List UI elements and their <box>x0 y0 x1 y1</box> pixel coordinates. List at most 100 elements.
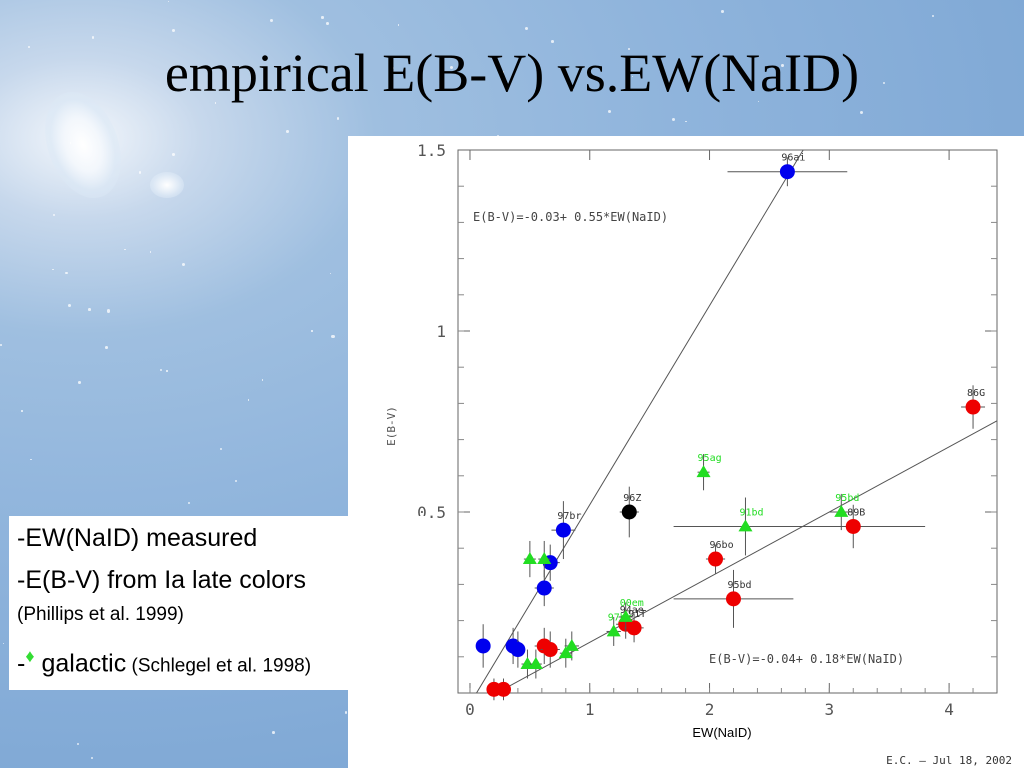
background-star <box>105 346 109 350</box>
data-point-circle <box>965 399 981 415</box>
data-point-triangle <box>696 465 711 478</box>
x-tick-label: 2 <box>705 700 715 719</box>
background-star <box>68 303 71 307</box>
x-axis-label: EW(NaID) <box>692 725 751 740</box>
background-star <box>331 334 335 339</box>
background-star <box>572 88 575 91</box>
background-star <box>311 330 313 332</box>
note-ew-measured: -EW(NaID) measured <box>17 524 258 552</box>
data-point-label: 96Z <box>623 493 641 504</box>
data-point-circle <box>555 522 571 538</box>
background-star <box>247 398 250 401</box>
chart: 0 1 2 3 40.511.5 96ai97br86G89B96bo95bd94ae9… <box>385 141 1012 767</box>
background-star <box>672 117 676 122</box>
note-phillips-citation: (Phillips et al. 1999) <box>17 604 184 625</box>
data-point-circle <box>475 638 491 654</box>
x-tick-label: 4 <box>944 700 954 719</box>
background-star <box>627 48 630 50</box>
background-star <box>781 63 784 67</box>
note-schlegel-citation: (Schlegel et al. 1998) <box>126 655 312 677</box>
data-point-label: 86G <box>967 388 985 399</box>
fit-line <box>476 149 804 694</box>
note-galactic-label: galactic <box>34 649 127 678</box>
background-star <box>336 117 340 120</box>
data-point-label: 89B <box>847 507 865 518</box>
note-galactic: -♦ galactic (Schlegel et al. 1998) <box>17 646 311 678</box>
background-star <box>106 309 111 313</box>
background-star <box>0 344 2 346</box>
background-star <box>88 308 91 311</box>
fit-lines <box>476 149 998 694</box>
x-tick-label: 1 <box>585 700 595 719</box>
background-star <box>166 370 168 372</box>
background-star <box>76 743 80 746</box>
data-point-triangle <box>618 609 633 622</box>
background-star <box>28 46 30 49</box>
background-star <box>219 448 223 451</box>
background-star <box>261 379 264 381</box>
footer-credit: E.C. – Jul 18, 2002 <box>886 754 1012 767</box>
data-point-label: 96bo <box>710 540 734 551</box>
data-point-triangle <box>537 552 552 564</box>
data-point-triangle <box>558 646 573 659</box>
fit-line <box>496 420 998 694</box>
background-star <box>334 77 336 80</box>
slide-title: empirical E(B-V) vs.EW(NaID) <box>164 43 860 103</box>
axis-ticks: 0 1 2 3 40.511.5 <box>417 141 997 719</box>
background-star <box>631 75 633 77</box>
background-star <box>524 26 529 31</box>
data-point-label: 95bd <box>727 580 751 591</box>
data-point-circle <box>845 518 861 534</box>
background-star <box>69 142 71 144</box>
background-star <box>685 120 687 123</box>
y-tick-label: 1.5 <box>417 141 446 160</box>
background-star <box>269 18 273 22</box>
data-point-circle <box>621 504 637 520</box>
background-star <box>551 40 554 43</box>
background-star <box>330 273 332 275</box>
background-star <box>159 368 162 372</box>
data-point-label: 91T <box>628 609 646 620</box>
background-star <box>234 479 237 482</box>
background-star <box>138 171 142 174</box>
data-point-label: 97br <box>608 612 632 623</box>
background-star <box>501 71 504 74</box>
background-star <box>171 152 175 156</box>
data-point-circle <box>536 580 552 596</box>
background-star <box>344 710 348 714</box>
background-star <box>272 730 275 734</box>
background-star <box>607 109 611 113</box>
background-star <box>181 262 185 266</box>
data-point-label: 95ag <box>698 453 722 464</box>
background-star <box>21 410 23 412</box>
background-star <box>214 102 216 104</box>
data-point-circle <box>626 620 642 636</box>
background-star <box>172 28 176 32</box>
data-point-triangle <box>738 519 753 532</box>
data-point-triangle <box>606 624 621 637</box>
background-star <box>65 271 68 274</box>
background-star <box>860 111 864 115</box>
background-star <box>3 642 5 645</box>
data-point-circle <box>725 591 741 607</box>
data-point-label: 94ae <box>620 605 644 616</box>
background-star <box>757 100 760 103</box>
note-ebv-source: -E(B-V) from Ia late colors <box>17 566 306 594</box>
background-galaxy-small <box>150 172 184 198</box>
data-point-label: 96ai <box>781 153 805 164</box>
background-star <box>497 134 500 137</box>
background-star <box>91 36 95 39</box>
background-star <box>321 16 324 19</box>
background-star <box>78 380 81 384</box>
y-axis-label: E(B-V) <box>385 406 398 446</box>
background-star <box>721 10 725 13</box>
data-point-label: 97br <box>557 511 581 522</box>
data-point-label: 95bd <box>835 493 859 504</box>
data-point-triangle <box>522 552 537 564</box>
data-point-label: 91bd <box>739 507 763 518</box>
data-point-circle <box>708 551 724 567</box>
background-star <box>359 62 361 64</box>
background-star <box>91 756 94 759</box>
notes-box: -EW(NaID) measured -E(B-V) from Ia late … <box>9 516 429 690</box>
y-tick-label: 1 <box>436 322 446 341</box>
